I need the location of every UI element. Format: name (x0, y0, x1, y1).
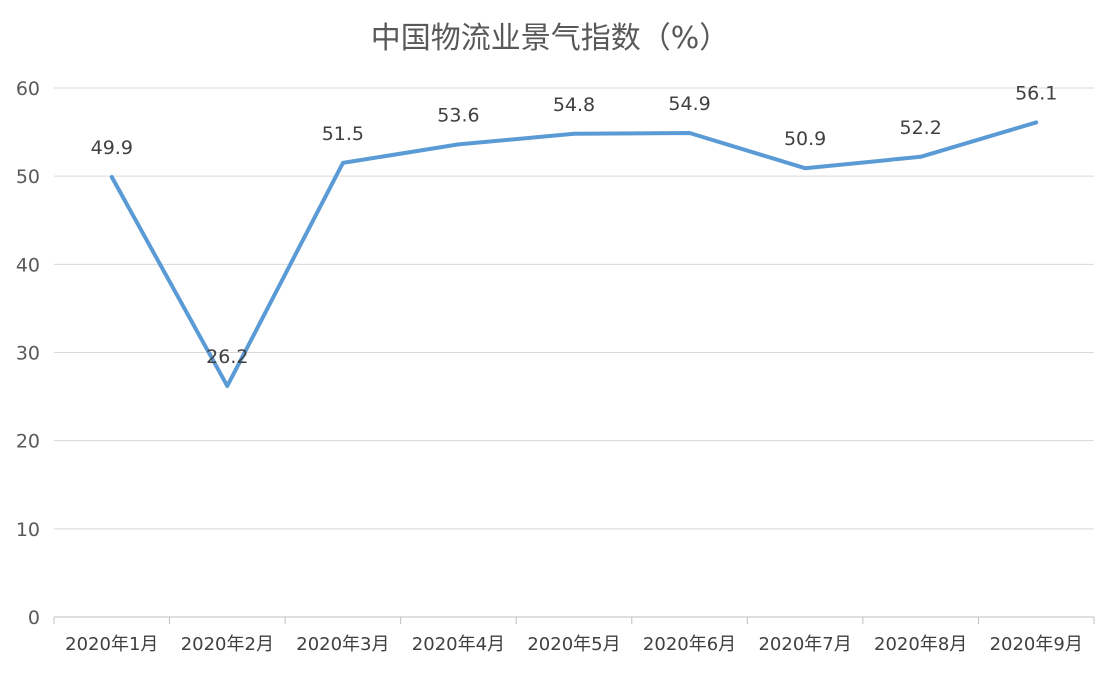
series-line (109, 120, 1039, 388)
x-axis (53, 616, 1095, 624)
data-labels: 49.9 26.2 51.5 53.6 54.8 54.9 50.9 52.2 56.1 (91, 82, 1058, 368)
chart-title: 中国物流业景气指数（%） (371, 21, 730, 56)
data-label: 53.6 (437, 104, 479, 126)
x-tick-label: 2020年1月 (65, 634, 158, 655)
x-tick-label: 2020年7月 (758, 634, 851, 655)
gridlines (54, 87, 1094, 530)
y-tick-label: 10 (16, 519, 40, 541)
data-label: 56.1 (1015, 82, 1057, 104)
y-tick-label: 40 (16, 254, 40, 276)
data-label: 54.9 (668, 93, 710, 115)
x-tick-label: 2020年3月 (296, 634, 389, 655)
data-label: 49.9 (91, 137, 133, 159)
y-tick-label: 50 (16, 166, 40, 188)
data-label: 26.2 (206, 346, 248, 368)
x-tick-label: 2020年5月 (527, 634, 620, 655)
y-axis-ticks: 0 10 20 30 40 50 60 (16, 78, 40, 629)
y-tick-label: 0 (28, 607, 40, 629)
y-tick-label: 20 (16, 431, 40, 453)
x-tick-label: 2020年8月 (874, 634, 967, 655)
series-layer (109, 120, 1039, 388)
x-tick-label: 2020年6月 (643, 634, 736, 655)
x-tick-label: 2020年4月 (412, 634, 505, 655)
x-tick-label: 2020年9月 (990, 634, 1083, 655)
x-axis-ticks: 2020年1月 2020年2月 2020年3月 2020年4月 2020年5月 2020年… (65, 634, 1083, 655)
x-tick-label: 2020年2月 (181, 634, 274, 655)
y-tick-label: 60 (16, 78, 40, 100)
data-label: 50.9 (784, 128, 826, 150)
data-label: 52.2 (900, 117, 942, 139)
data-label: 51.5 (322, 123, 364, 145)
y-tick-label: 30 (16, 343, 40, 365)
data-label: 54.8 (553, 94, 595, 116)
